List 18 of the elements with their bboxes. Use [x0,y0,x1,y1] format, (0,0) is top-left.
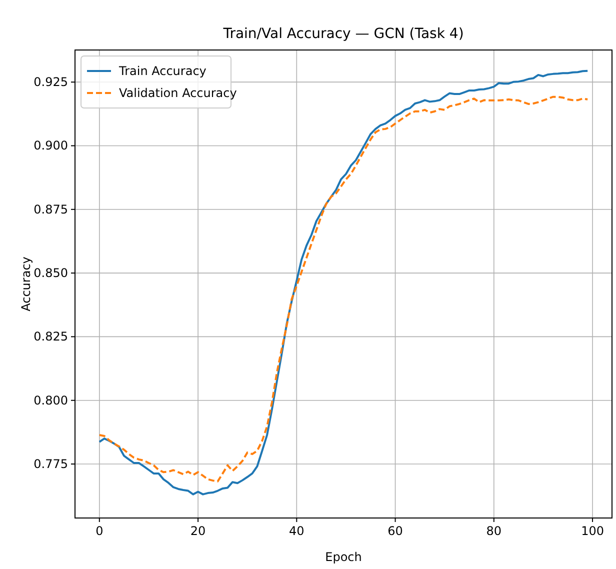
x-tick-label: 0 [96,524,104,538]
x-tick-label: 20 [190,524,206,538]
x-tick-label: 100 [581,524,604,538]
y-tick-label: 0.800 [34,393,68,408]
chart-title: Train/Val Accuracy — GCN (Task 4) [222,26,464,42]
x-tick-label: 40 [289,524,304,538]
legend-label: Train Accuracy [118,64,206,78]
x-tick-label: 60 [388,524,403,538]
y-tick-label: 0.825 [34,330,68,344]
y-tick-label: 0.850 [34,266,68,280]
y-tick-label: 0.875 [34,202,68,216]
legend-label: Validation Accuracy [119,86,237,100]
y-axis-title: Accuracy [19,256,33,312]
y-tick-label: 0.900 [34,138,68,153]
y-tick-label: 0.775 [34,457,68,472]
y-tick-label: 0.925 [34,75,68,90]
x-tick-label: 80 [486,524,502,538]
x-axis-title: Epoch [325,550,362,564]
